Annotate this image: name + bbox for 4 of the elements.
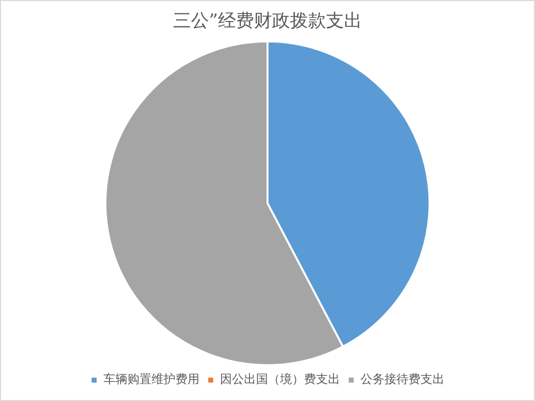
chart-title: 三公”经费财政拨款支出: [172, 10, 362, 32]
legend-label: 因公出国（境）费支出: [220, 372, 340, 386]
legend-label: 车辆购置维护费用: [104, 372, 200, 386]
legend-label: 公务接待费支出: [360, 372, 445, 386]
